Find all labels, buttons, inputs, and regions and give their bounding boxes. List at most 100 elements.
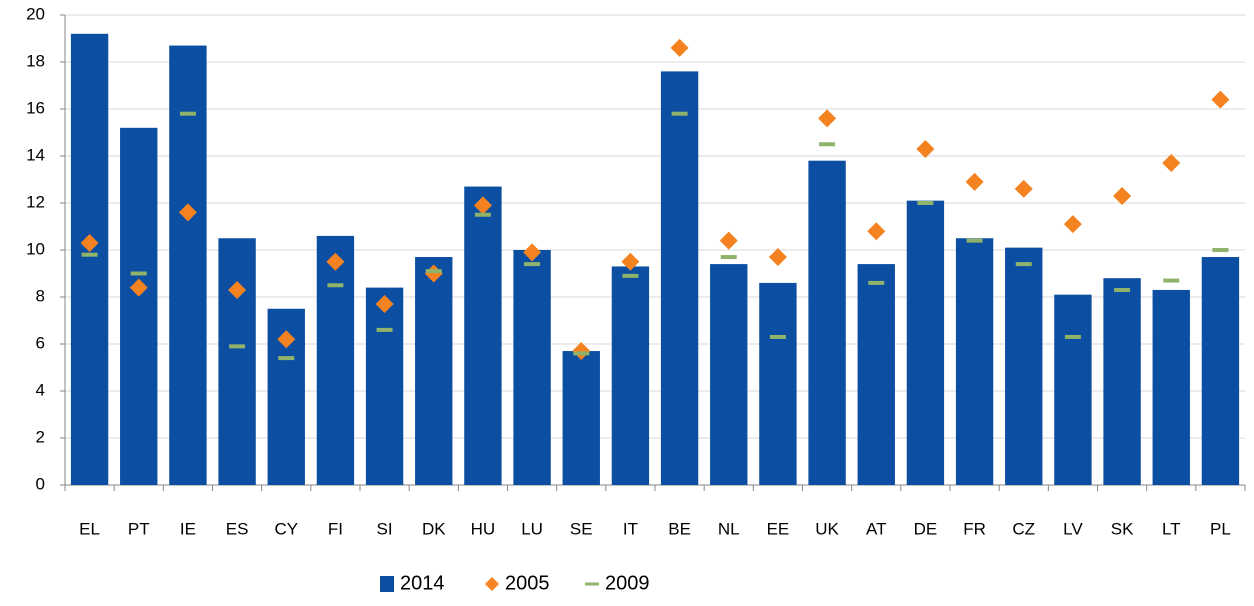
diamond-marker [621,252,640,271]
diamond-marker [1211,90,1230,109]
dash-marker [917,201,934,205]
diamond-marker [572,342,591,361]
x-tick-label: DK [422,519,446,538]
x-tick-label: LT [1162,519,1181,538]
diamond-marker [867,222,886,241]
diamond-marker [80,233,99,252]
diamond-marker [473,196,492,215]
x-tick-label: IE [180,519,196,538]
diamond-marker [719,231,738,250]
bar [1005,247,1043,485]
x-tick-label: CY [274,519,298,538]
x-tick-label: AT [866,519,886,538]
dash-marker [229,344,246,349]
dash-marker [769,334,786,339]
diamond-marker [670,38,689,57]
bar [906,200,945,485]
legend-label: 2009 [605,572,650,594]
bar [120,127,158,486]
dash-marker [130,271,147,276]
x-tick-label: SK [1111,519,1134,538]
diamond-marker [424,264,443,283]
x-tick-label: LV [1063,519,1083,538]
bar [1054,294,1092,485]
diamond-marker [818,109,837,128]
x-tick-label: LU [521,519,543,538]
diamond-marker [228,280,247,299]
bar [415,257,453,485]
bar [1152,289,1190,485]
bar [710,264,748,485]
dash-marker [622,273,639,278]
y-tick-label: 18 [26,51,45,70]
y-tick-label: 10 [26,239,45,258]
bar [1201,257,1240,485]
dash-marker [1114,287,1131,292]
bar [611,266,650,485]
x-tick-label: IT [623,519,638,538]
y-tick-label: 12 [26,192,45,211]
y-tick-label: 0 [36,474,45,493]
bar [759,282,797,485]
bar [1103,278,1141,485]
x-tick-label: SE [570,519,593,538]
dash-marker [720,255,737,260]
dash-marker [1163,278,1180,283]
y-tick-label: 2 [36,427,45,446]
bar [464,186,502,486]
y-tick-label: 4 [36,380,45,399]
diamond-marker [1113,186,1132,205]
bar [513,250,551,485]
legend-swatch [380,576,394,592]
diamond-marker [1063,215,1082,234]
bar [562,351,600,485]
x-tick-label: ES [226,519,249,538]
bar [365,287,404,485]
x-tick-label: PL [1210,519,1231,538]
bar [218,238,256,485]
diamond-marker [326,252,345,271]
diamond-marker [1014,179,1033,198]
dash-marker [819,142,836,147]
x-tick-label: DE [914,519,938,538]
dash-marker [1212,248,1229,252]
y-tick-label: 16 [26,98,45,117]
x-tick-label: FI [328,519,343,538]
dash-marker [278,356,295,361]
legend-swatch [485,577,499,591]
diamond-marker [916,139,935,158]
diamond-marker [523,243,542,262]
y-tick-label: 20 [26,4,45,23]
diamond-marker [768,248,787,267]
dash-marker [474,212,491,217]
x-tick-label: SI [377,519,393,538]
diamond-marker [1162,154,1181,173]
x-tick-label: EL [79,519,100,538]
legend-label: 2005 [505,572,550,594]
x-tick-label: UK [815,519,839,538]
bar [70,33,109,486]
x-tick-label: CZ [1012,519,1035,538]
dash-marker [868,280,885,285]
dash-marker [1015,262,1032,267]
diamond-marker [129,278,148,297]
bar [660,71,699,486]
dash-marker [1064,334,1081,339]
x-tick-label: EE [767,519,790,538]
dash-marker [573,351,590,356]
dash-marker [425,269,442,274]
dash-marker [524,262,541,267]
diamond-marker [178,203,197,222]
dash-marker [81,252,98,257]
y-tick-label: 6 [36,333,45,352]
bar [857,264,895,485]
x-tick-label: PT [128,519,150,538]
x-tick-label: HU [471,519,496,538]
dash-marker [376,327,393,332]
dash-marker [327,283,344,288]
dash-marker [966,238,983,243]
diamond-marker [965,172,984,191]
legend-swatch [585,582,599,586]
bar [316,235,355,485]
